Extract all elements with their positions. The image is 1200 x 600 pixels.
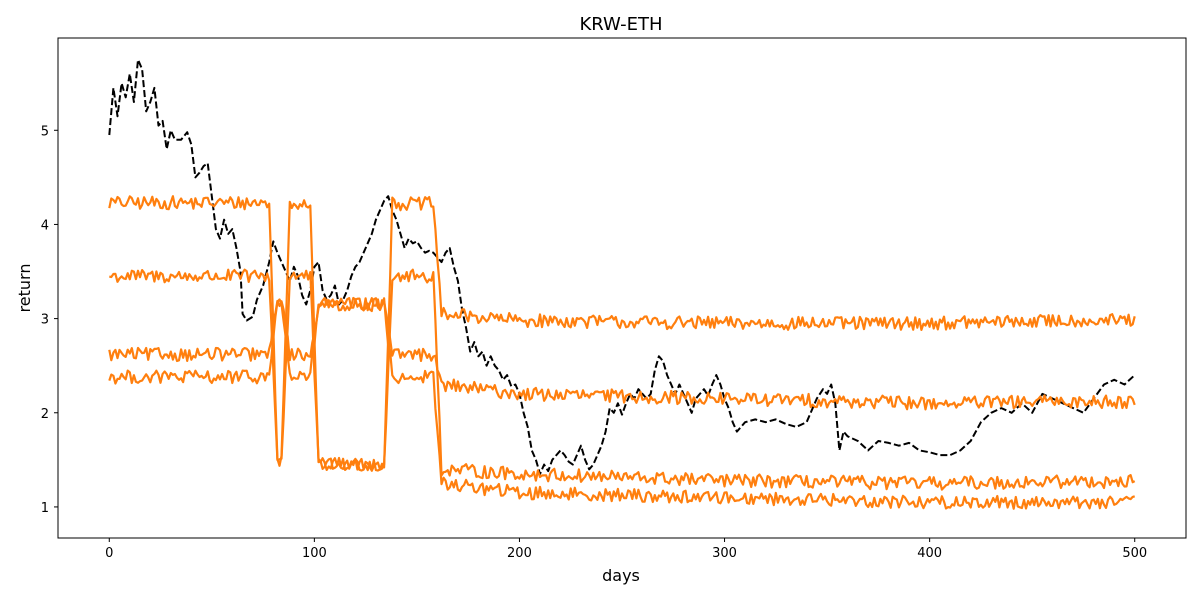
x-tick-label: 500	[1122, 546, 1147, 561]
x-tick-label: 100	[302, 546, 327, 561]
y-axis-label: return	[15, 264, 34, 313]
y-tick-label: 4	[41, 218, 49, 233]
x-tick-label: 0	[105, 546, 113, 561]
series-line-simulated-2	[109, 268, 1136, 491]
y-axis: 1 2 3 4 5	[41, 124, 58, 516]
x-tick-label: 400	[917, 546, 942, 561]
plot-frame	[57, 37, 1187, 539]
y-tick-label: 3	[41, 313, 49, 328]
x-tick-label: 300	[712, 546, 737, 561]
series-line-simulated-3	[108, 296, 1136, 411]
x-tick-label: 200	[507, 546, 532, 561]
x-axis-label: days	[602, 566, 640, 585]
chart-title: KRW-ETH	[579, 14, 662, 35]
series-line-simulated-4	[108, 297, 1136, 510]
series-layer	[108, 58, 1136, 510]
series-line-simulated-1	[108, 195, 1136, 472]
y-tick-label: 1	[41, 501, 49, 516]
x-axis: 0 100 200 300 400 500	[105, 538, 1147, 561]
y-tick-label: 2	[41, 407, 49, 422]
y-tick-label: 5	[41, 124, 49, 139]
